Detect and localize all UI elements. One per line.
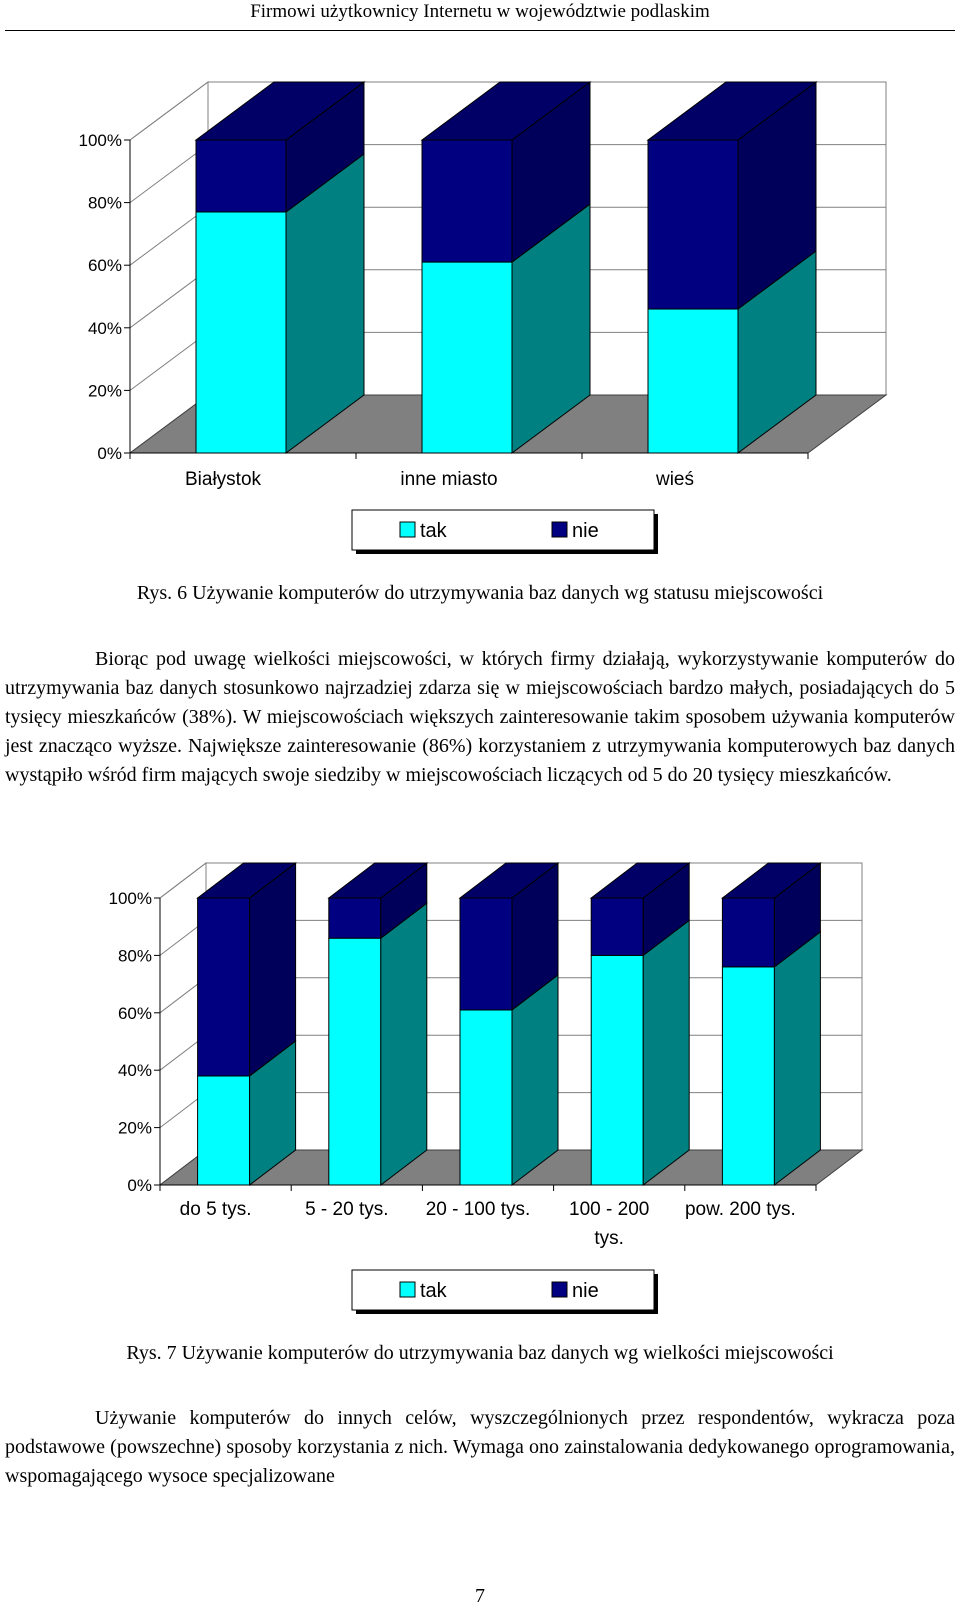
- bar-nie: [197, 897, 251, 1077]
- bar-top: [646, 81, 818, 141]
- chart-wielkosc-miejscowosci: 0% 20% 40% 60% 80% 100% do 5 tys. 5 - 20 tys. 20…: [109, 861, 864, 1314]
- y-tick-label: 20%: [118, 1119, 152, 1138]
- bar-tak-side: [642, 919, 690, 1187]
- legend-box: [351, 509, 655, 551]
- bar-group-0: [194, 81, 366, 454]
- category-label: inne miasto: [400, 469, 497, 490]
- legend-swatch-nie: [551, 1281, 568, 1298]
- bar-tak: [647, 308, 739, 454]
- y-tick-label: 40%: [88, 319, 122, 338]
- legend-label-tak: tak: [420, 520, 448, 542]
- bar-top: [196, 862, 298, 899]
- bar-tak-side: [773, 930, 821, 1187]
- bar-tak: [197, 1075, 251, 1186]
- y-tick-label: 0%: [127, 1176, 152, 1195]
- bar-group-0: [196, 861, 298, 1187]
- category-label: do 5 tys.: [180, 1199, 252, 1220]
- bar-nie: [328, 897, 382, 939]
- legend-box: [351, 1269, 655, 1311]
- y-tick-label: 100%: [79, 131, 122, 150]
- bar-top: [327, 862, 429, 899]
- legend-swatch-nie: [551, 521, 568, 538]
- category-label: 5 - 20 tys.: [305, 1199, 388, 1220]
- y-tick-label: 60%: [88, 256, 122, 275]
- page-number: 7: [475, 1585, 485, 1607]
- y-tick-label: 20%: [88, 381, 122, 400]
- bar-tak: [721, 966, 775, 1186]
- bar-nie: [721, 897, 775, 968]
- bar-group-2: [458, 861, 560, 1187]
- paragraph-2-text: Używanie komputerów do innych celów, wys…: [5, 1407, 955, 1487]
- legend-label-nie: nie: [572, 1280, 599, 1302]
- bar-group-2: [646, 81, 818, 454]
- paragraph-1: Biorąc pod uwagę wielkości miejscowości,…: [5, 645, 955, 790]
- y-tick-label: 0%: [97, 444, 122, 463]
- figure6-caption: Rys. 6 Używanie komputerów do utrzymywan…: [136, 582, 824, 604]
- bar-tak: [590, 954, 644, 1186]
- bar-top: [589, 862, 691, 899]
- bar-nie-side: [249, 861, 297, 1077]
- bar-nie: [590, 897, 644, 956]
- paragraph-2: Używanie komputerów do innych celów, wys…: [5, 1404, 955, 1491]
- legend-swatch-tak: [399, 521, 416, 538]
- y-tick-label: 40%: [118, 1061, 152, 1080]
- header-rule: [5, 30, 955, 31]
- category-label: 100 - 200: [569, 1199, 649, 1220]
- legend-swatch-tak: [399, 1281, 416, 1298]
- chart-status-miejscowosci: 0% 20% 40% 60% 80% 100% Białystok inne miasto wi…: [79, 81, 888, 554]
- y-tick-label: 80%: [88, 194, 122, 213]
- bar-nie: [459, 897, 513, 1011]
- gridline: [129, 81, 886, 141]
- category-label: Białystok: [185, 469, 262, 490]
- bar-tak: [421, 261, 513, 454]
- bar-tak: [195, 211, 287, 454]
- legend-label-tak: tak: [420, 1280, 448, 1302]
- bar-nie: [647, 139, 739, 310]
- category-label: tys.: [594, 1228, 624, 1249]
- category-label: pow. 200 tys.: [685, 1199, 796, 1220]
- bar-tak-side: [380, 902, 428, 1187]
- bar-group-1: [420, 81, 592, 454]
- bar-top: [194, 81, 366, 141]
- bar-group-1: [327, 861, 429, 1187]
- y-tick-label: 60%: [118, 1004, 152, 1023]
- bar-tak-side: [511, 973, 559, 1187]
- running-header: Firmowi użytkownicy Internetu w wojewódz…: [250, 1, 710, 22]
- bar-tak: [459, 1009, 513, 1186]
- category-label: wieś: [655, 469, 694, 490]
- bar-group-3: [589, 861, 691, 1187]
- bar-top: [720, 862, 822, 899]
- paragraph-1-text: Biorąc pod uwagę wielkości miejscowości,…: [5, 648, 955, 786]
- bar-nie: [421, 139, 513, 263]
- bar-top: [420, 81, 592, 141]
- y-tick-label: 100%: [109, 889, 152, 908]
- category-label: 20 - 100 tys.: [426, 1199, 531, 1220]
- bar-group-4: [720, 861, 822, 1187]
- bar-tak: [328, 937, 382, 1186]
- bar-top: [458, 862, 560, 899]
- figure7-caption: Rys. 7 Używanie komputerów do utrzymywan…: [126, 1342, 834, 1364]
- y-tick-label: 80%: [118, 946, 152, 965]
- bar-nie: [195, 139, 287, 213]
- legend-label-nie: nie: [572, 520, 599, 542]
